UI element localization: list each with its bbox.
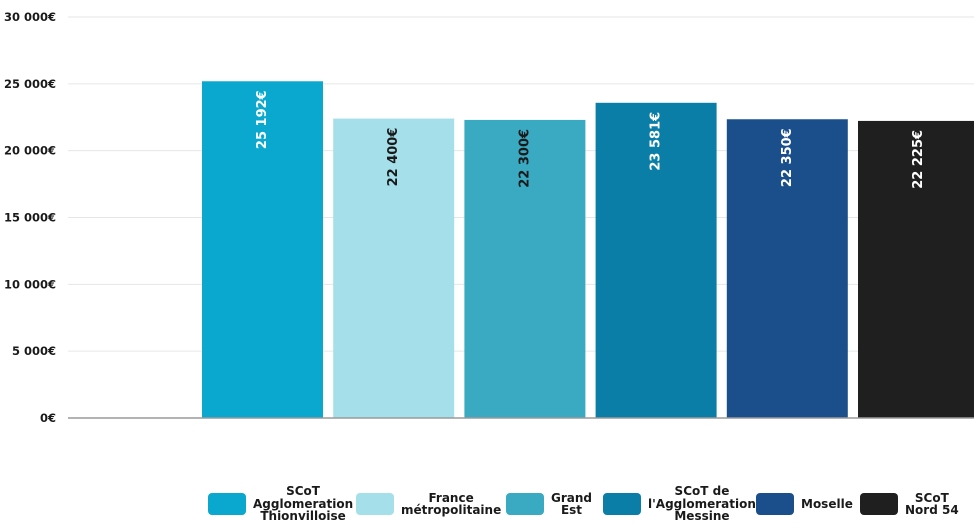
legend-label: Grand Est bbox=[551, 490, 592, 517]
legend-swatch bbox=[356, 493, 394, 515]
legend: SCoT Agglomeration Thionvilloise France m… bbox=[0, 484, 974, 524]
legend-label: Moselle bbox=[801, 496, 853, 511]
legend-label: France métropolitaine bbox=[401, 490, 502, 517]
legend-swatch bbox=[756, 493, 794, 515]
y-axis-tick-labels: 0€ 5 000€ 10 000€ 15 000€ 20 000€ 25 000€ 30 0… bbox=[4, 10, 56, 425]
legend-label: SCoT de l'Agglomeration Messine bbox=[648, 484, 756, 524]
y-tick-label: 20 000€ bbox=[4, 144, 56, 158]
legend-item: SCoT de l'Agglomeration Messine bbox=[603, 484, 756, 524]
data-label: 22 225€ bbox=[911, 130, 926, 189]
y-tick-label: 0€ bbox=[40, 411, 56, 425]
bar bbox=[464, 119, 586, 418]
data-labels: 25 192€ 22 400€ 22 300€ 23 581€ 22 350€ 22 22… bbox=[255, 90, 926, 188]
legend-swatch bbox=[603, 493, 641, 515]
y-tick-label: 25 000€ bbox=[4, 77, 56, 91]
bar bbox=[595, 102, 717, 419]
bar bbox=[726, 119, 848, 418]
bars bbox=[202, 81, 974, 419]
bar-chart: 0€ 5 000€ 10 000€ 15 000€ 20 000€ 25 000€ 30 0… bbox=[4, 10, 974, 425]
legend-item: Grand Est bbox=[506, 484, 592, 524]
data-label: 25 192€ bbox=[255, 90, 270, 149]
legend-item: France métropolitaine bbox=[356, 484, 501, 524]
legend-label: SCoT Nord 54 bbox=[905, 490, 959, 517]
legend-swatch bbox=[860, 493, 898, 515]
legend-item: SCoT Nord 54 bbox=[860, 484, 959, 524]
data-label: 22 300€ bbox=[517, 129, 532, 188]
legend-swatch bbox=[208, 493, 246, 515]
data-label: 23 581€ bbox=[649, 112, 664, 171]
data-label: 22 400€ bbox=[386, 128, 401, 187]
y-tick-label: 15 000€ bbox=[4, 211, 56, 225]
bar bbox=[202, 81, 323, 418]
bar bbox=[333, 118, 455, 418]
legend-item: SCoT Agglomeration Thionvilloise bbox=[208, 484, 353, 524]
legend-swatch bbox=[506, 493, 544, 515]
y-tick-label: 5 000€ bbox=[12, 344, 56, 358]
data-label: 22 350€ bbox=[780, 128, 795, 187]
y-tick-label: 30 000€ bbox=[4, 10, 56, 24]
bar bbox=[858, 120, 974, 418]
legend-item: Moselle bbox=[756, 484, 853, 524]
legend-label: SCoT Agglomeration Thionvilloise bbox=[253, 484, 354, 524]
y-tick-label: 10 000€ bbox=[4, 277, 56, 291]
